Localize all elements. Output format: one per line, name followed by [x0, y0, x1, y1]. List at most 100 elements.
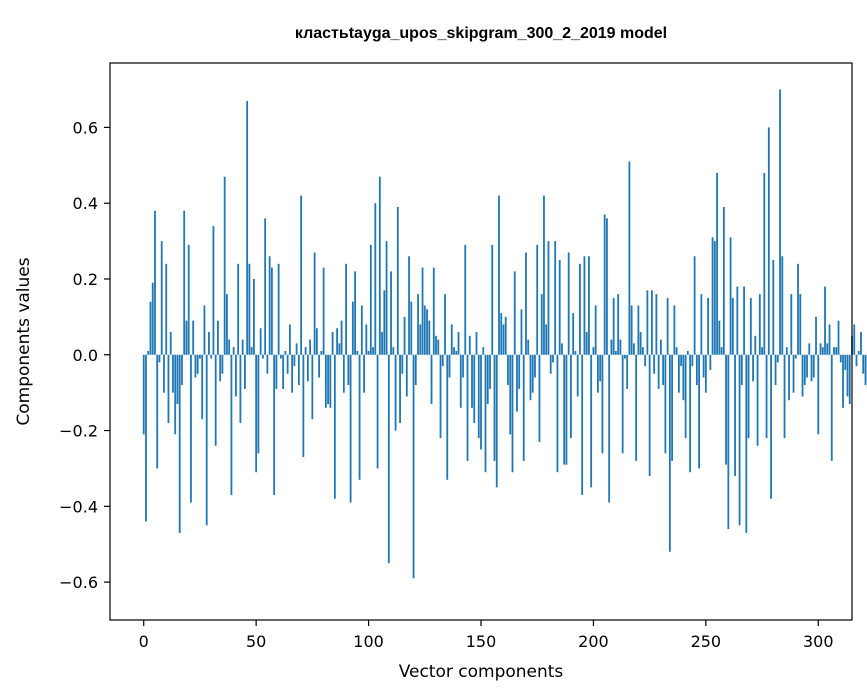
bar: [772, 260, 775, 355]
bar: [244, 354, 246, 389]
bar: [547, 241, 550, 355]
bar: [210, 354, 213, 359]
bar: [176, 354, 179, 405]
bar: [653, 354, 656, 374]
bar: [333, 354, 336, 499]
bar: [565, 354, 568, 465]
bar: [743, 286, 745, 355]
bar: [477, 354, 480, 439]
bar: [824, 286, 826, 355]
bar: [374, 203, 377, 355]
bar: [540, 294, 543, 355]
bar: [677, 354, 680, 393]
bar: [633, 343, 635, 355]
bar: [819, 343, 822, 355]
bar: [457, 332, 460, 355]
bar: [520, 309, 523, 355]
bar: [255, 354, 258, 473]
bar: [145, 354, 147, 522]
bar: [306, 354, 309, 382]
bar: [311, 354, 314, 420]
bar: [369, 244, 372, 355]
bar: [410, 301, 413, 355]
bar: [223, 176, 226, 355]
bar: [309, 339, 312, 355]
plot-frame: [109, 62, 853, 621]
bar: [450, 324, 453, 355]
bar: [464, 244, 467, 355]
bar: [160, 241, 163, 355]
bar: [169, 332, 172, 355]
y-tick-label: 0.4: [73, 194, 98, 213]
bar: [473, 354, 476, 423]
bar-series: [142, 89, 867, 579]
bar: [799, 294, 802, 355]
bar: [253, 278, 255, 355]
bar: [435, 335, 437, 355]
bar: [466, 354, 469, 461]
bar: [270, 267, 273, 355]
bar: [507, 354, 509, 386]
bar: [381, 332, 383, 355]
bar: [864, 354, 867, 386]
bar: [590, 354, 593, 488]
bar: [626, 354, 629, 389]
bar: [637, 305, 640, 355]
bar: [441, 354, 444, 367]
bar: [342, 354, 345, 393]
bar: [322, 267, 325, 355]
bar: [650, 290, 653, 355]
bar: [720, 347, 723, 355]
bar: [228, 339, 231, 355]
bar: [767, 127, 770, 355]
bar: [597, 354, 599, 393]
bar: [713, 241, 716, 355]
bar: [199, 354, 201, 359]
bar: [635, 354, 638, 461]
bar: [498, 195, 500, 355]
bar: [345, 263, 347, 355]
bar: [752, 354, 754, 382]
bar: [810, 354, 813, 382]
bar: [567, 252, 570, 355]
bar: [455, 350, 458, 355]
bar: [453, 347, 455, 355]
bar: [363, 354, 365, 393]
x-tick-label: 300: [803, 632, 834, 651]
y-axis: −0.6 −0.4 −0.2 0.0 0.2 0.4 0.6: [59, 118, 110, 592]
bar: [738, 354, 741, 526]
bar: [572, 313, 575, 355]
bar: [525, 252, 527, 355]
x-tick-label: 150: [466, 632, 497, 651]
bar: [297, 354, 300, 386]
bar: [765, 354, 768, 439]
bar: [588, 256, 590, 355]
bar: [684, 354, 687, 439]
bar: [731, 297, 734, 355]
bar: [574, 350, 577, 355]
bar: [315, 328, 318, 355]
bar: [329, 354, 332, 408]
bar: [745, 354, 748, 533]
bar: [806, 354, 808, 378]
bar: [599, 354, 602, 382]
bar: [300, 195, 303, 355]
bar: [801, 354, 804, 397]
bar: [556, 354, 559, 473]
bar: [468, 335, 471, 355]
bar: [842, 354, 844, 408]
bar: [592, 347, 595, 355]
bar: [756, 354, 759, 446]
bar: [250, 347, 253, 355]
bar: [860, 332, 862, 355]
bar: [689, 354, 692, 473]
bar: [803, 354, 806, 386]
bar: [178, 354, 181, 533]
bar: [349, 354, 352, 503]
bar: [815, 316, 817, 355]
bar: [423, 305, 426, 355]
bar: [855, 354, 858, 367]
bar: [282, 354, 285, 389]
x-tick-label: 250: [691, 632, 722, 651]
